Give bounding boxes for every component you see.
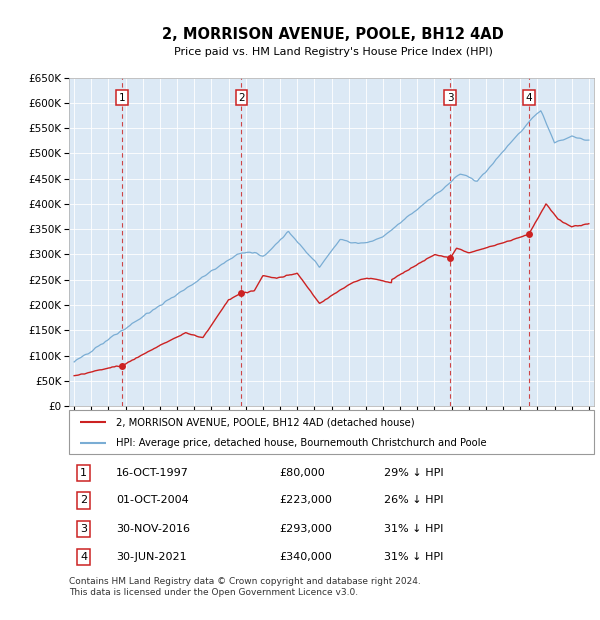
Text: 2: 2 [80,495,87,505]
Text: 31% ↓ HPI: 31% ↓ HPI [384,524,443,534]
Text: £80,000: £80,000 [279,468,325,479]
Text: 30-JUN-2021: 30-JUN-2021 [116,552,187,562]
Text: 2: 2 [238,93,245,103]
Text: £340,000: £340,000 [279,552,332,562]
Text: Price paid vs. HM Land Registry's House Price Index (HPI): Price paid vs. HM Land Registry's House … [173,47,493,57]
Text: 1: 1 [119,93,125,103]
Text: HPI: Average price, detached house, Bournemouth Christchurch and Poole: HPI: Average price, detached house, Bour… [116,438,487,448]
Text: 31% ↓ HPI: 31% ↓ HPI [384,552,443,562]
Text: 4: 4 [526,93,532,103]
Text: 26% ↓ HPI: 26% ↓ HPI [384,495,443,505]
Text: 3: 3 [80,524,87,534]
Text: 3: 3 [447,93,454,103]
Text: £293,000: £293,000 [279,524,332,534]
Text: Contains HM Land Registry data © Crown copyright and database right 2024.
This d: Contains HM Land Registry data © Crown c… [69,577,421,597]
FancyBboxPatch shape [69,410,594,454]
Text: 01-OCT-2004: 01-OCT-2004 [116,495,189,505]
Text: 4: 4 [80,552,87,562]
Text: 30-NOV-2016: 30-NOV-2016 [116,524,190,534]
Text: 2, MORRISON AVENUE, POOLE, BH12 4AD: 2, MORRISON AVENUE, POOLE, BH12 4AD [162,27,504,42]
Text: 1: 1 [80,468,87,479]
Text: £223,000: £223,000 [279,495,332,505]
Text: 16-OCT-1997: 16-OCT-1997 [116,468,189,479]
Text: 29% ↓ HPI: 29% ↓ HPI [384,468,443,479]
Text: 2, MORRISON AVENUE, POOLE, BH12 4AD (detached house): 2, MORRISON AVENUE, POOLE, BH12 4AD (det… [116,417,415,427]
